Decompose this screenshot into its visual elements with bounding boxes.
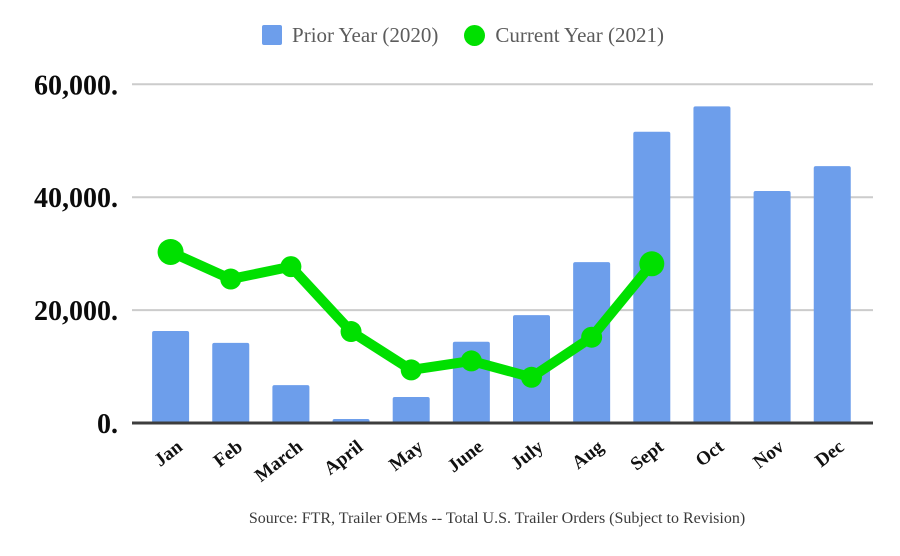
bar-sept (633, 131, 671, 423)
chart-legend: Prior Year (2020) Current Year (2021) (26, 24, 900, 46)
line-point-sept (639, 251, 665, 277)
x-tick-label-sept: Sept (627, 436, 669, 475)
bar-nov (753, 190, 791, 423)
bar-oct (693, 106, 731, 424)
line-point-march (280, 256, 302, 278)
bar-may (392, 397, 430, 423)
bar-jan (152, 330, 190, 423)
current-year-circle-icon (464, 24, 486, 46)
y-tick-label-40000: 40,000. (34, 183, 118, 214)
legend-item-current-year[interactable]: Current Year (2021) (464, 24, 664, 46)
y-tick-label-0: 0. (97, 409, 118, 440)
x-tick-label-march: March (251, 436, 307, 486)
x-tick-label-jan: Jan (150, 436, 187, 471)
x-tick-label-april: April (320, 436, 367, 479)
x-tick-label-dec: Dec (811, 436, 848, 471)
legend-label-current-year: Current Year (2021) (495, 23, 664, 47)
y-tick-label-60000: 60,000. (34, 70, 118, 101)
legend-label-prior-year: Prior Year (2020) (292, 23, 439, 47)
bar-feb (212, 342, 250, 423)
legend-item-prior-year[interactable]: Prior Year (2020) (262, 24, 438, 46)
x-tick-label-oct: Oct (692, 436, 729, 471)
x-tick-label-feb: Feb (210, 436, 247, 471)
line-point-aug (581, 326, 603, 348)
bar-march (272, 385, 310, 423)
x-tick-label-aug: Aug (568, 436, 608, 474)
x-tick-label-may: May (385, 436, 427, 476)
x-tick-label-nov: Nov (749, 436, 788, 473)
line-point-july (521, 366, 542, 388)
line-point-april (340, 321, 362, 343)
line-point-feb (220, 268, 242, 290)
x-tick-label-july: July (507, 436, 548, 474)
line-point-jan (157, 238, 184, 265)
source-note: Source: FTR, Trailer OEMs -- Total U.S. … (248, 510, 746, 527)
bar-dec (813, 166, 851, 423)
prior-year-square-icon (262, 25, 283, 45)
line-point-june (460, 350, 482, 372)
line-point-may (400, 359, 422, 381)
y-tick-label-20000: 20,000. (34, 296, 118, 327)
x-tick-label-june: June (444, 436, 488, 477)
